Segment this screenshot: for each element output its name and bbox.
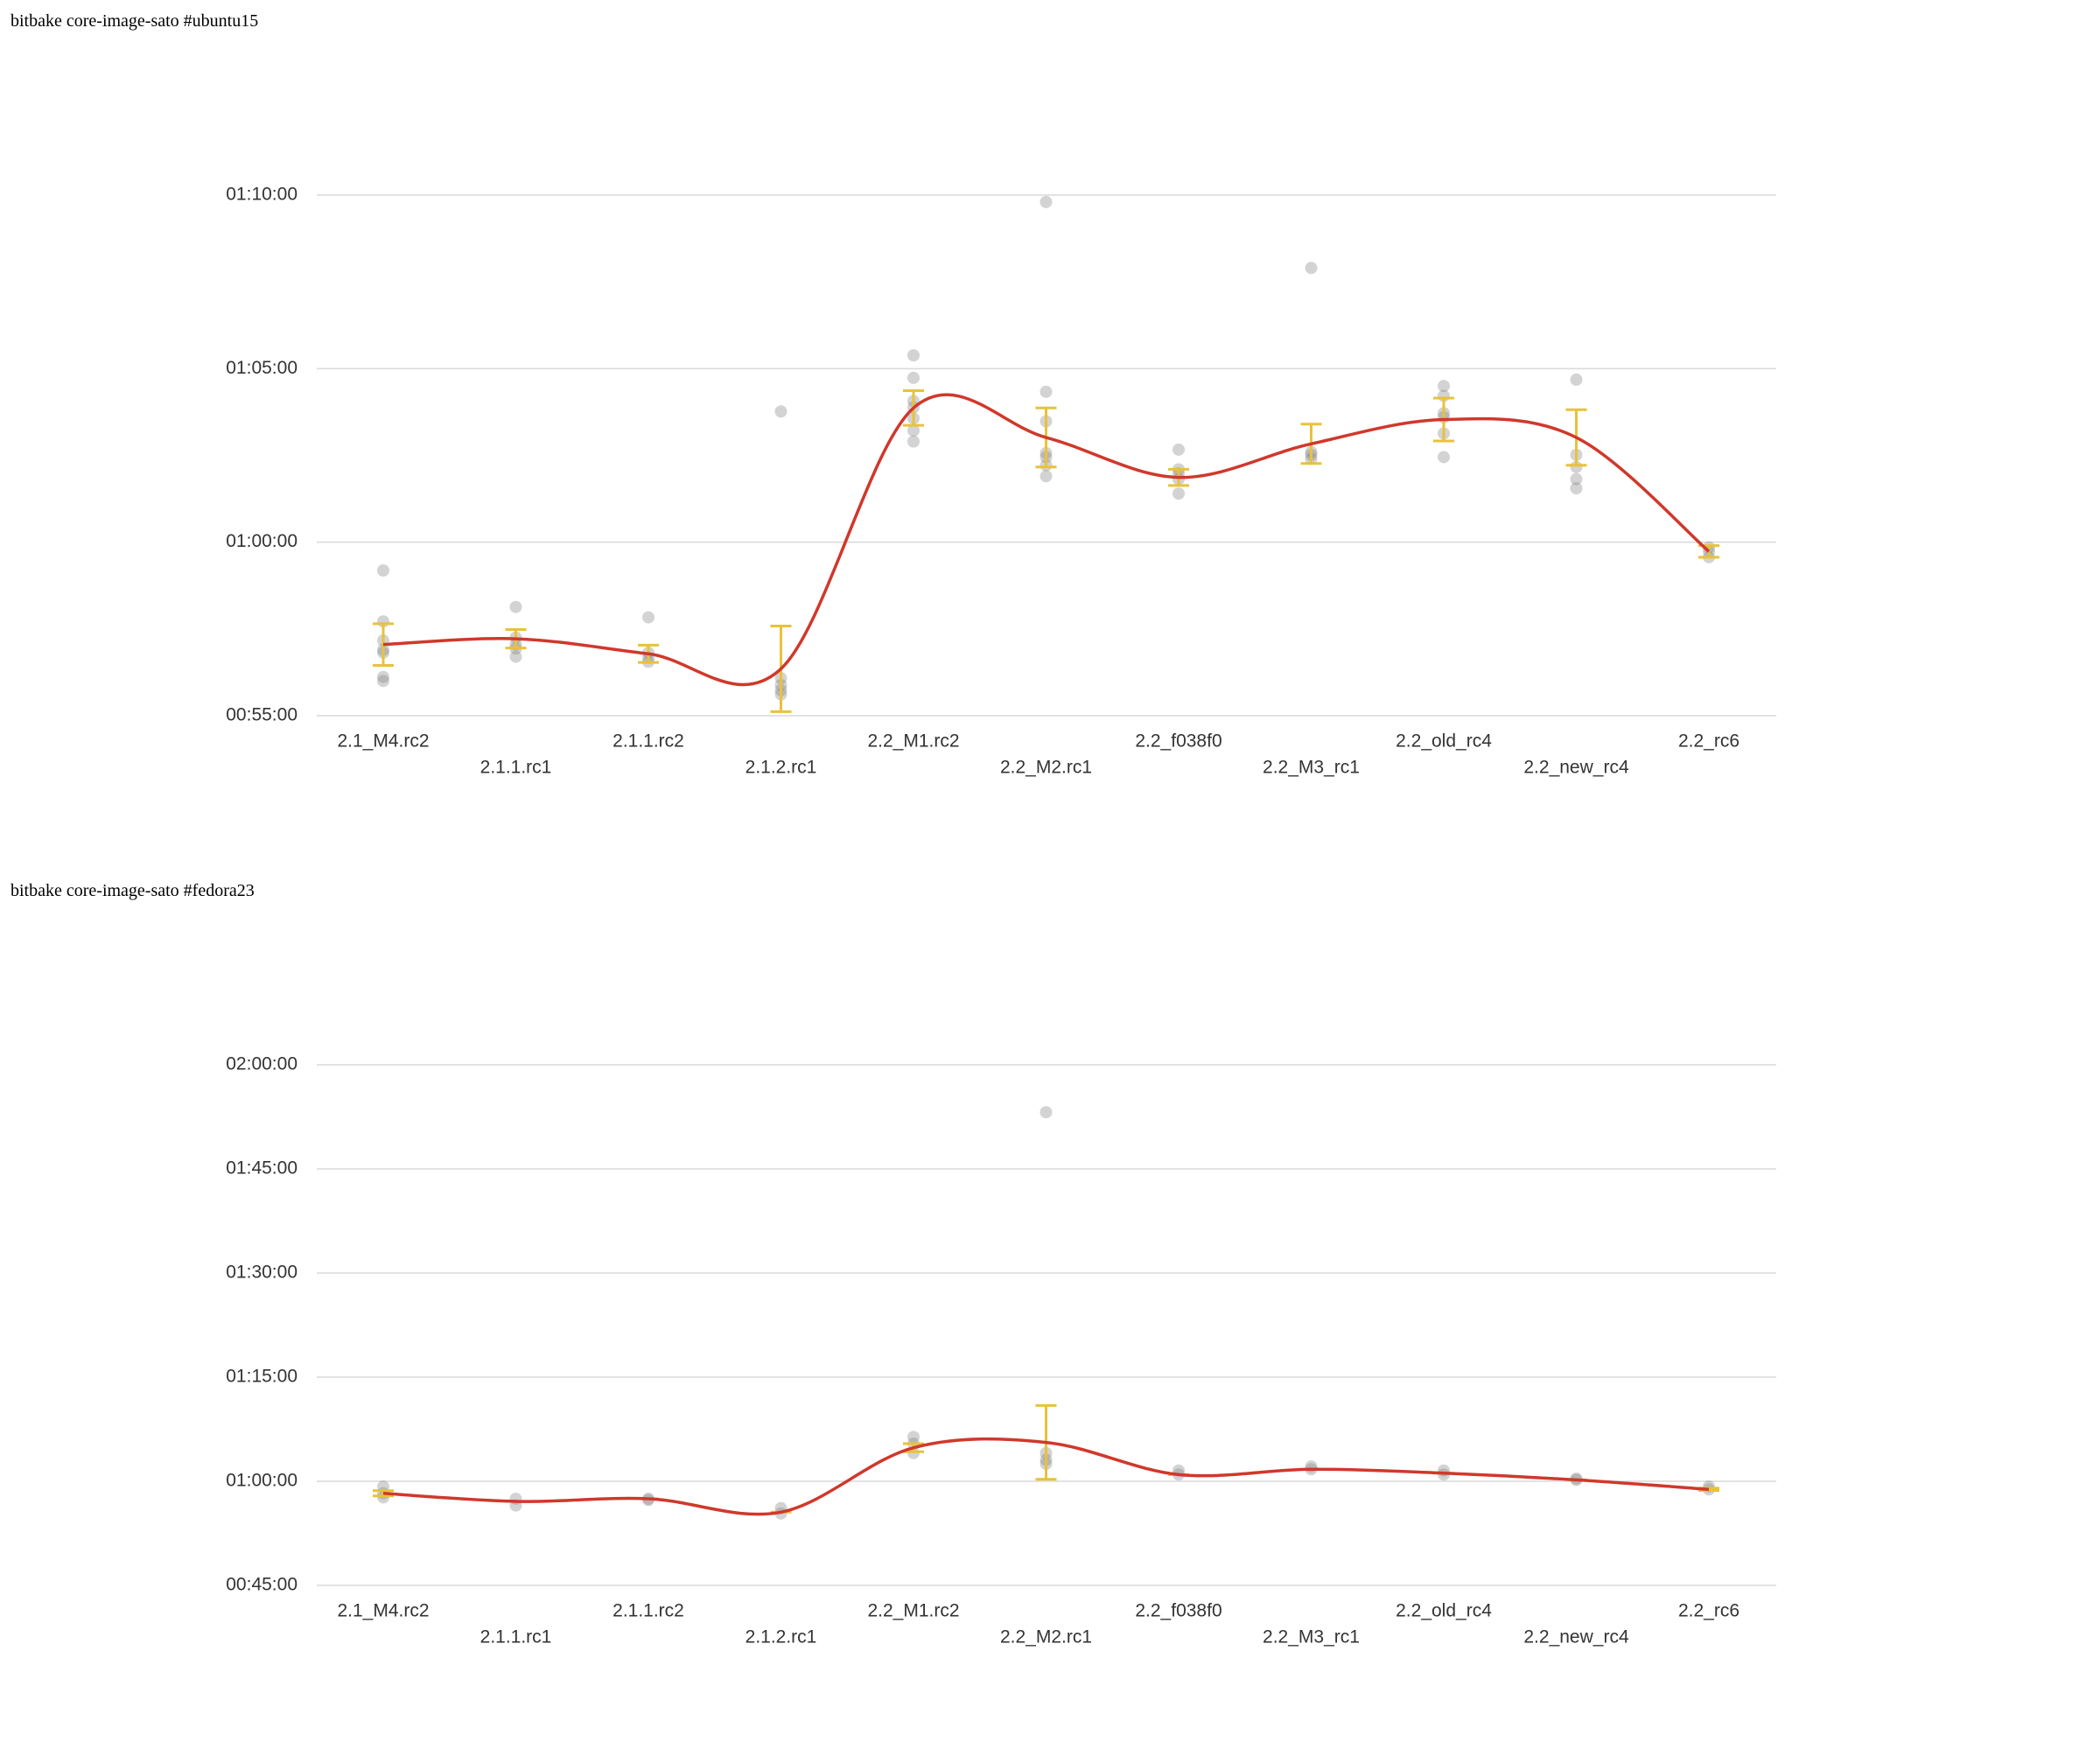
y-tick-label: 00:45:00: [226, 1575, 298, 1595]
x-tick-label: 2.1.1.rc2: [612, 1601, 684, 1621]
sample-point: [509, 600, 522, 613]
x-tick-label: 2.1.2.rc1: [746, 758, 817, 778]
y-tick-label: 01:05:00: [226, 358, 298, 378]
x-tick-label: 2.1.1.rc2: [612, 731, 684, 752]
x-tick-label: 2.2_M1.rc2: [867, 1601, 959, 1621]
x-tick-label: 2.2_M2.rc1: [1000, 758, 1092, 778]
sample-point: [1040, 1106, 1053, 1119]
sample-point: [1172, 487, 1185, 500]
chart-title: bitbake core-image-sato #fedora23: [10, 881, 255, 900]
y-tick-label: 01:00:00: [226, 1471, 298, 1491]
x-tick-label: 2.2_M3_rc1: [1263, 758, 1360, 778]
mean-line: [382, 393, 1711, 687]
x-tick-label: 2.2_new_rc4: [1523, 758, 1629, 778]
x-tick-label: 2.2_old_rc4: [1396, 731, 1492, 752]
x-tick-label: 2.2_rc6: [1678, 1601, 1740, 1621]
sample-point: [1438, 451, 1450, 464]
sample-point: [377, 675, 389, 688]
sample-point: [1570, 472, 1583, 486]
x-tick-label: 2.2_new_rc4: [1523, 1627, 1629, 1648]
sample-point: [1570, 460, 1583, 473]
x-tick-label: 2.2_f038f0: [1135, 1601, 1222, 1621]
sample-point: [907, 349, 920, 362]
sample-point: [1040, 385, 1053, 398]
x-tick-label: 2.1_M4.rc2: [337, 731, 429, 752]
y-tick-label: 00:55:00: [226, 705, 298, 725]
x-tick-label: 2.2_f038f0: [1135, 731, 1222, 752]
x-tick-label: 2.2_M2.rc1: [1000, 1627, 1092, 1648]
y-tick-label: 01:30:00: [226, 1263, 298, 1283]
x-tick-label: 2.1.1.rc1: [480, 758, 552, 778]
sample-point: [509, 650, 522, 663]
y-tick-label: 01:10:00: [226, 185, 298, 205]
error-bar: [373, 1489, 394, 1498]
mean-line: [382, 1437, 1710, 1516]
sample-point: [1172, 443, 1185, 456]
sample-point: [642, 611, 654, 624]
y-tick-label: 01:00:00: [226, 531, 298, 551]
x-tick-label: 2.1.1.rc1: [480, 1627, 552, 1648]
y-tick-label: 02:00:00: [226, 1054, 298, 1074]
y-tick-label: 01:15:00: [226, 1367, 298, 1387]
sample-point: [907, 1431, 920, 1444]
sample-point: [1040, 470, 1053, 483]
x-tick-label: 2.1_M4.rc2: [337, 1601, 429, 1621]
sample-point: [1570, 373, 1583, 386]
sample-point: [907, 424, 920, 437]
sample-point: [377, 670, 389, 683]
x-tick-label: 2.2_M1.rc2: [867, 731, 959, 752]
sample-point: [907, 435, 920, 448]
chart-title: bitbake core-image-sato #ubuntu15: [10, 11, 258, 31]
x-tick-label: 2.2_old_rc4: [1396, 1601, 1492, 1621]
x-tick-label: 2.1.2.rc1: [746, 1627, 817, 1648]
sample-point: [1438, 380, 1450, 393]
sample-point: [1040, 195, 1053, 208]
x-tick-label: 2.2_M3_rc1: [1263, 1627, 1360, 1648]
sample-point: [774, 405, 788, 418]
sample-point: [1570, 482, 1583, 495]
sample-point: [907, 371, 920, 384]
y-tick-label: 01:45:00: [226, 1158, 298, 1179]
sample-point: [377, 564, 389, 577]
x-tick-label: 2.2_rc6: [1678, 731, 1740, 752]
sample-point: [1305, 262, 1318, 275]
